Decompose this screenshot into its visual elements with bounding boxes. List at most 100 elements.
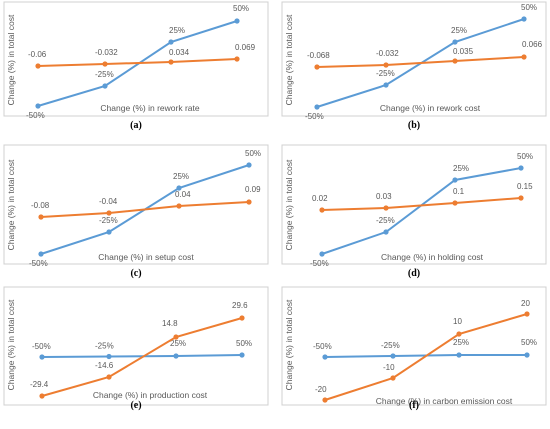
data-point [518,195,524,201]
data-point [168,59,174,65]
data-point [38,251,44,257]
data-point [383,62,389,68]
data-label: -50% [310,259,329,268]
data-point [173,353,179,359]
data-point [35,63,41,69]
chart-frame-4 [281,144,547,265]
data-point [239,315,245,321]
x-axis-label: Change (%) in setup cost [98,252,194,262]
series-line-2 [37,58,238,67]
data-point [319,251,325,257]
data-label: -50% [29,259,48,268]
data-point [246,199,252,205]
data-label: 25% [451,26,467,35]
x-axis-label: Change (%) in carbon emission cost [376,396,513,406]
data-label: -50% [26,111,45,120]
data-label: 0.04 [175,190,191,199]
data-point [452,200,458,206]
data-label: -50% [313,342,332,351]
panel-caption: (f) [409,400,419,411]
data-label: 50% [521,3,537,12]
data-point [456,331,462,337]
data-point [234,18,240,24]
chart-frame-5 [3,286,269,406]
data-label: 29.6 [232,301,248,310]
data-point [173,334,179,340]
data-label: -25% [95,70,114,79]
data-point [106,374,112,380]
data-point [518,165,524,171]
data-point [524,352,530,358]
data-point [319,207,325,213]
data-point [168,39,174,45]
data-point [176,185,182,191]
panel-caption: (c) [130,268,141,279]
data-point [383,205,389,211]
data-point [106,353,112,360]
data-point [102,61,108,67]
y-axis-label: Change (%) in total cost [6,14,16,105]
data-label: 25% [169,26,185,35]
data-point [322,397,328,403]
data-point [239,352,245,358]
data-point [383,82,389,88]
data-label: 50% [233,4,249,13]
data-label: -25% [376,69,395,78]
chart-frame-6 [281,286,547,406]
panel-caption: (e) [130,400,141,411]
data-point [176,203,182,209]
data-point [314,104,320,110]
data-label: -0.032 [95,48,118,57]
data-label: 50% [517,152,533,161]
data-point [314,64,320,70]
data-point [390,353,396,359]
data-label: 25% [453,338,469,347]
data-point [39,354,45,360]
data-point [452,58,458,64]
y-axis-label: Change (%) in total cost [284,14,294,105]
data-label: -0.08 [31,201,50,210]
data-point [383,229,389,235]
data-label: 50% [236,339,252,348]
data-label: -0.032 [376,49,399,58]
data-label: 0.03 [376,192,392,201]
series-line-2 [316,56,525,68]
data-label: 25% [170,339,186,348]
x-axis-label: Change (%) in rework cost [380,103,481,113]
data-label: 50% [521,338,537,347]
data-point [106,229,112,235]
data-point [102,83,108,89]
data-label: 14.8 [162,319,178,328]
data-point [456,352,462,358]
data-point [521,54,527,60]
data-label: -20 [315,385,327,394]
data-point [452,39,458,45]
data-label: 20 [521,299,530,308]
data-label: 0.1 [453,187,465,196]
data-point [246,162,252,168]
data-point [524,311,530,317]
y-axis-label: Change (%) in total cost [284,299,294,390]
panel-caption: (d) [408,268,420,279]
chart-frame-3 [3,144,269,265]
data-label: -10 [383,363,395,372]
data-label: 25% [453,164,469,173]
data-point [39,393,45,399]
data-label: -0.06 [28,50,47,59]
data-label: -25% [99,216,118,225]
panel-caption: (a) [130,120,142,131]
data-point [35,103,41,109]
data-label: 10 [453,317,462,326]
data-label: 25% [173,172,189,181]
data-label: -25% [95,342,114,351]
data-point [234,56,240,62]
data-label: -25% [381,341,400,350]
data-label: -25% [376,216,395,225]
data-point [106,210,112,216]
data-label: 0.035 [453,47,474,56]
data-label: -0.068 [307,51,330,60]
data-label: -50% [32,342,51,351]
data-label: 0.15 [517,182,533,191]
series-line-2 [40,201,250,218]
